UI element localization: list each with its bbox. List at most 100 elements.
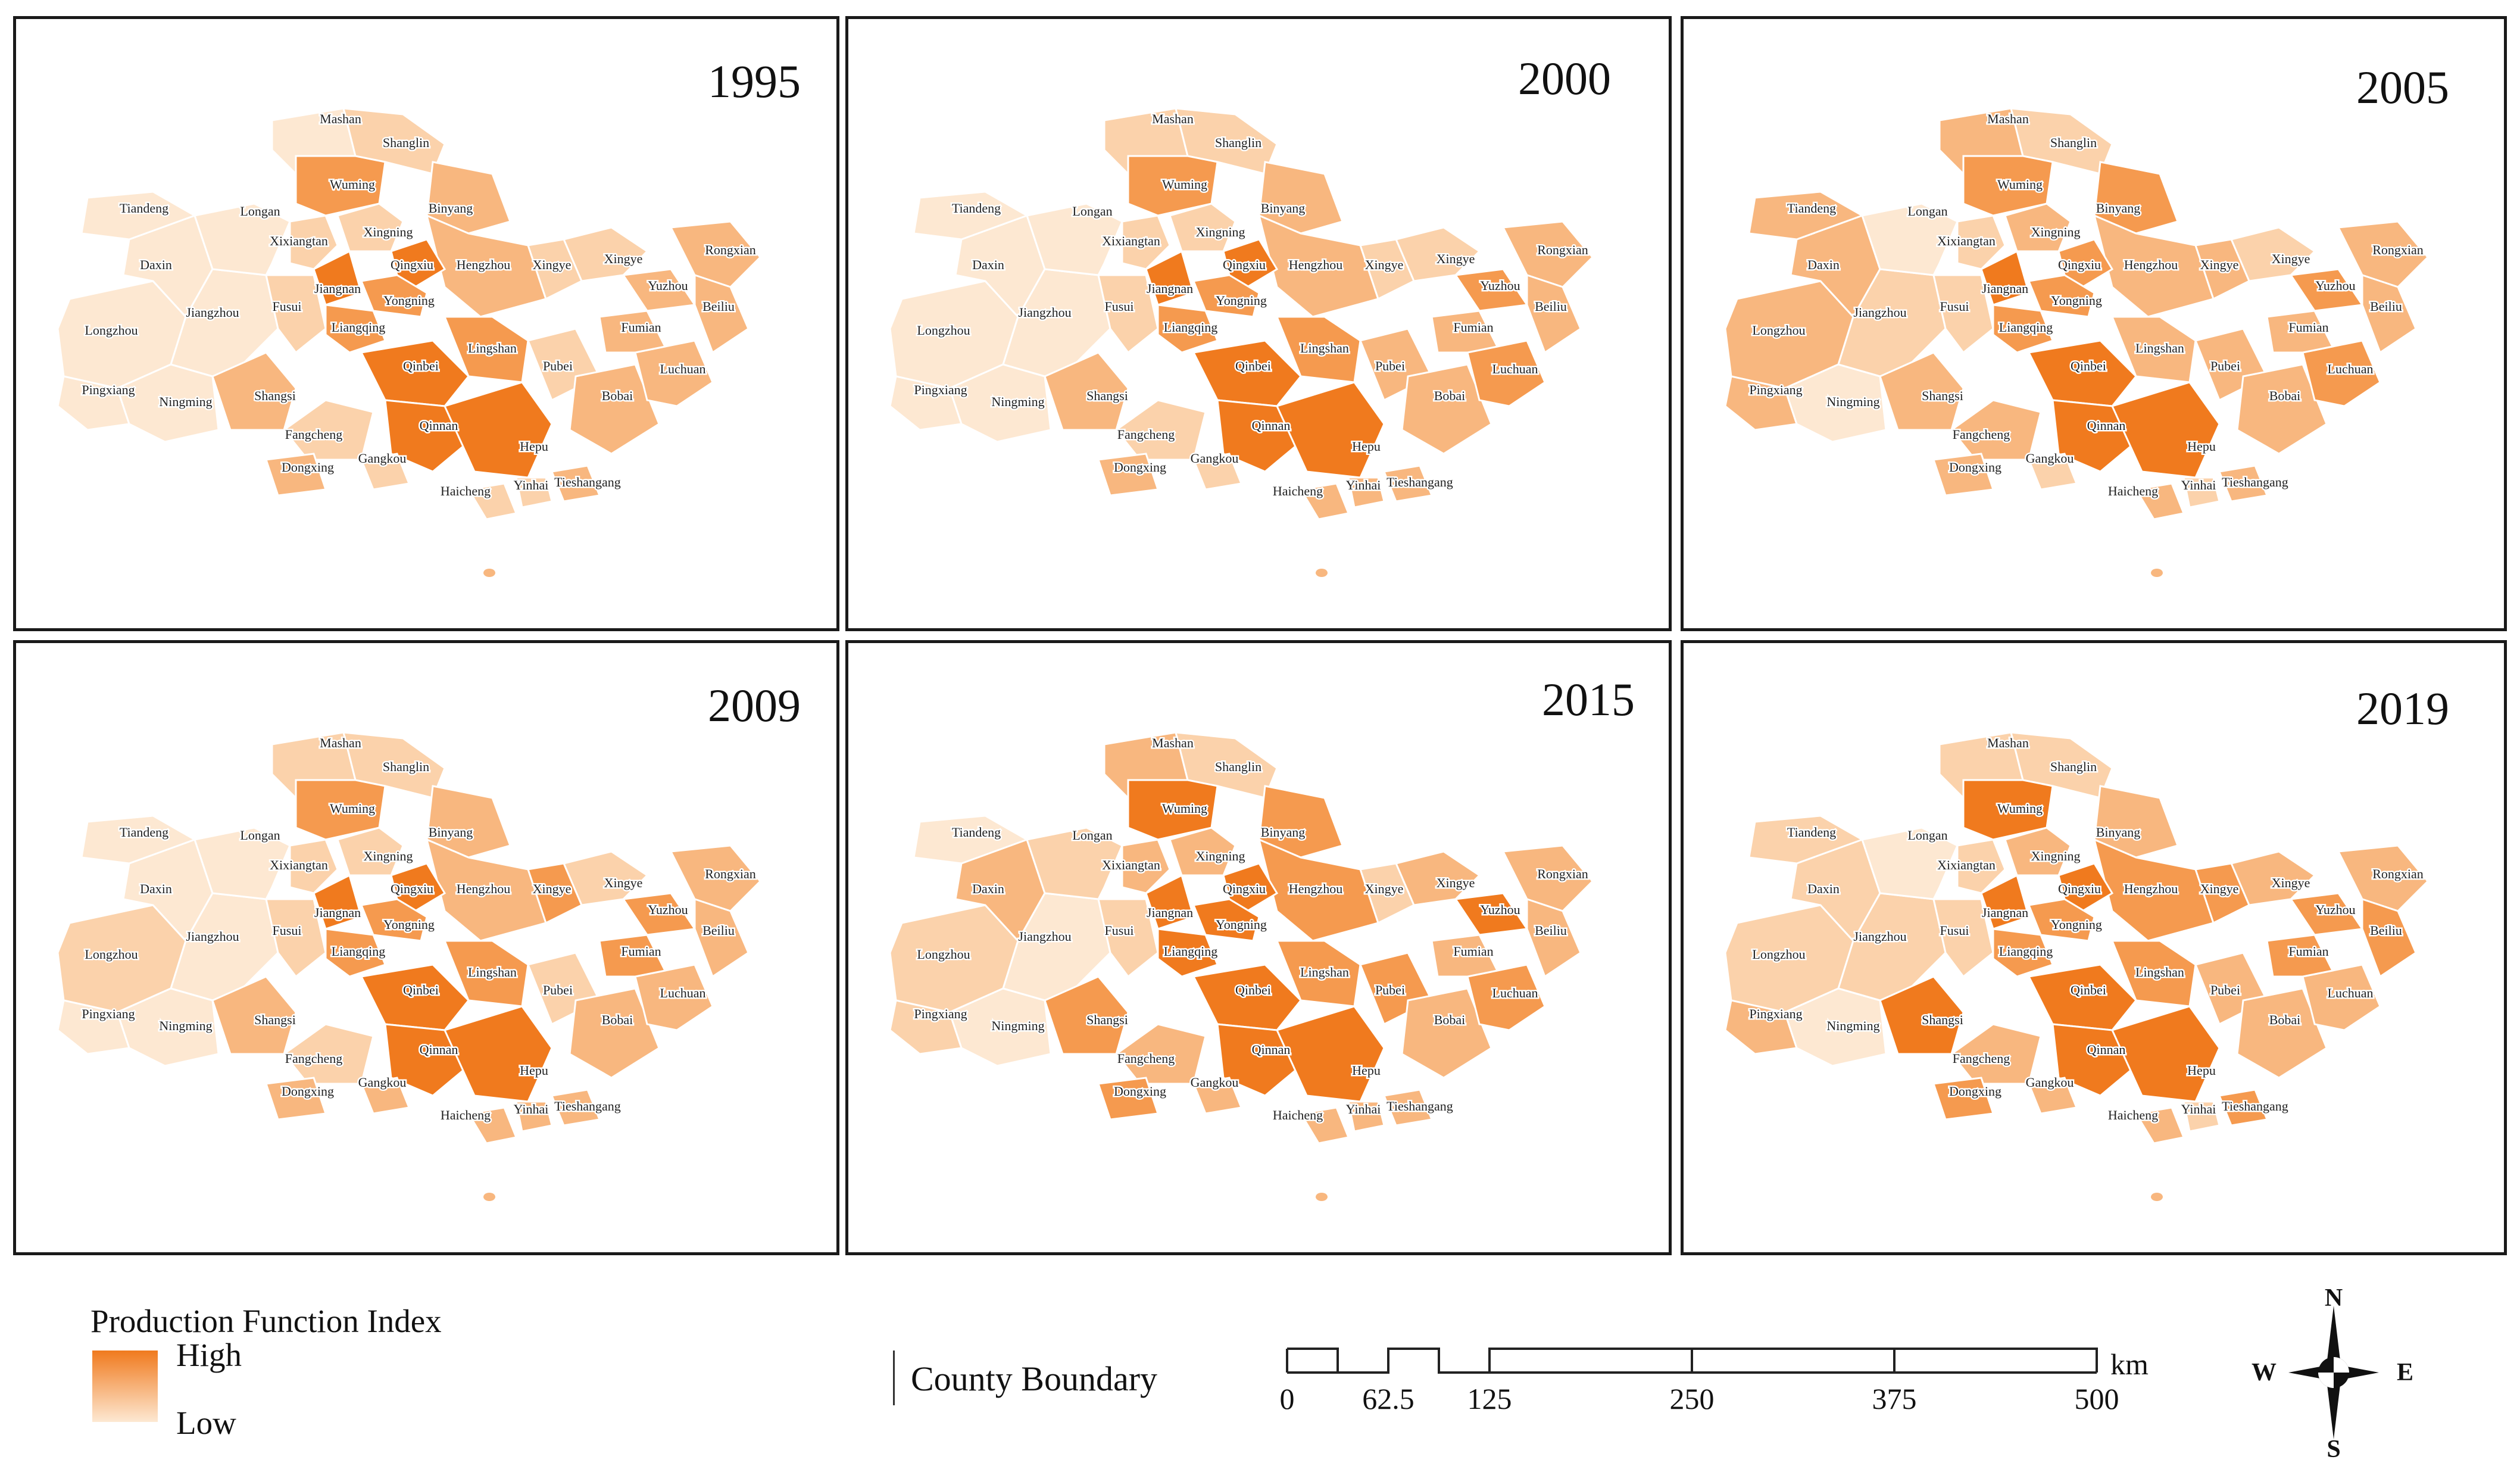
legend-low-label: Low [176,1405,236,1441]
county-polygon [2027,1077,2078,1115]
county-label: Pubei [2210,983,2240,997]
county-polygon [1145,249,1195,306]
county-polygon [80,191,197,241]
county-polygon [550,464,601,503]
county-label: Dongxing [1114,1084,1166,1099]
county-polygon [360,453,411,491]
county-polygon [2302,339,2381,407]
county-label: Liangqing [1164,320,1217,335]
county-polygon [1192,274,1260,318]
county-polygon [264,1077,327,1121]
county-label: Ningming [1826,1018,1879,1033]
legend-title: Production Function Index [90,1303,442,1339]
county-polygon [289,214,339,270]
county-label: Hengzhou [457,257,510,272]
county-label: Gangkou [2026,1075,2074,1090]
county-label: Yinhai [1346,1102,1381,1116]
county-polygon [390,862,446,912]
county-label: Wuming [1162,177,1207,192]
county-label: Haicheng [2108,484,2158,498]
county-label: Longzhou [917,947,970,962]
county-label: Hepu [2187,439,2216,454]
county-label: Luchuan [1492,985,1538,1000]
county-label: Bobai [602,388,633,403]
county-polygon [1359,862,1415,925]
county-label: Xingye [604,251,643,266]
county-polygon [669,220,762,288]
county-label: Qinbei [1235,358,1271,373]
county-label: Tieshangang [2222,475,2288,489]
county-label: Longan [240,828,280,843]
county-label: Binyang [429,825,473,840]
county-label: Xixiangtan [270,857,328,872]
county-polygon [1044,351,1129,431]
county-label: Fangcheng [1953,427,2010,442]
county-label: Daxin [972,257,1004,272]
county-polygon [2057,862,2114,912]
county-label: Binyang [2096,825,2141,840]
county-label: Liangqing [1999,320,2053,335]
county-label: Hengzhou [2124,257,2178,272]
county-polygon [1748,191,1865,241]
county-label: Pubei [2210,358,2240,373]
county-polygon [360,1077,411,1115]
county-label: Ningming [159,1018,212,1033]
scale-tick: 0 [1279,1382,1295,1415]
county-polygon [1879,975,1965,1055]
county-polygon [313,249,363,306]
county-label: Rongxian [2372,242,2424,257]
county-label: Jiangzhou [186,305,239,320]
county-polygon [598,310,667,354]
county-label: Gangkou [1191,1075,1239,1090]
county-label: Gangkou [1191,451,1239,466]
county-label: Daxin [972,881,1004,896]
county-polygon [1169,202,1236,252]
county-label: Longan [1072,828,1112,843]
county-polygon [2266,934,2334,978]
county-label: Yuzhou [2315,278,2355,293]
county-label: Mashan [320,735,361,750]
county-label: Gangkou [358,1075,407,1090]
county-polygon [2266,310,2334,354]
county-polygon [1401,987,1492,1079]
county-label: Pingxiang [914,382,967,397]
county-polygon [1347,476,1385,509]
county-polygon [336,202,404,252]
county-map: Longzhou Daxin Tiandeng Pingxiang Ningming Ji… [889,107,1594,577]
island-polygon [1316,569,1328,577]
county-boundary-symbol [893,1351,895,1405]
county-polygon [211,351,297,431]
county-polygon [2337,220,2430,288]
county-polygon [264,453,327,497]
county-label: Yinhai [514,478,549,492]
county-polygon [211,975,297,1055]
county-label: Qingxiu [2058,881,2101,896]
county-polygon [467,1106,518,1144]
county-label: Xingye [2272,875,2310,890]
county-label: Xixiangtan [1102,857,1160,872]
county-label: Fusui [1105,299,1134,314]
county-label: Lingshan [2135,341,2184,355]
county-map: Longzhou Daxin Tiandeng Pingxiang Ningming Ji… [889,731,1594,1201]
county-polygon [265,274,327,354]
county-label: Shanglin [383,759,429,774]
county-polygon [324,304,386,354]
county-label: Gangkou [358,451,407,466]
county-label: Mashan [1987,735,2029,750]
county-polygon [1097,898,1159,978]
county-polygon [1724,999,1798,1055]
county-polygon [2093,161,2179,235]
map-panel-2019: Longzhou Daxin Tiandeng Pingxiang Ningming Ji… [1681,640,2507,1255]
county-polygon [1192,339,1303,407]
county-label: Lingshan [1300,965,1349,980]
county-label: Xingning [1195,849,1245,863]
county-label: Daxin [140,881,172,896]
county-polygon [569,363,660,455]
county-polygon [1861,202,1959,276]
county-label: Yinhai [1346,478,1381,492]
county-label: Binyang [2096,201,2141,216]
county-label: Xingye [2272,251,2310,266]
county-label: Luchuan [660,985,706,1000]
county-label: Lingshan [1300,341,1349,355]
county-label: Yinhai [2181,478,2216,492]
